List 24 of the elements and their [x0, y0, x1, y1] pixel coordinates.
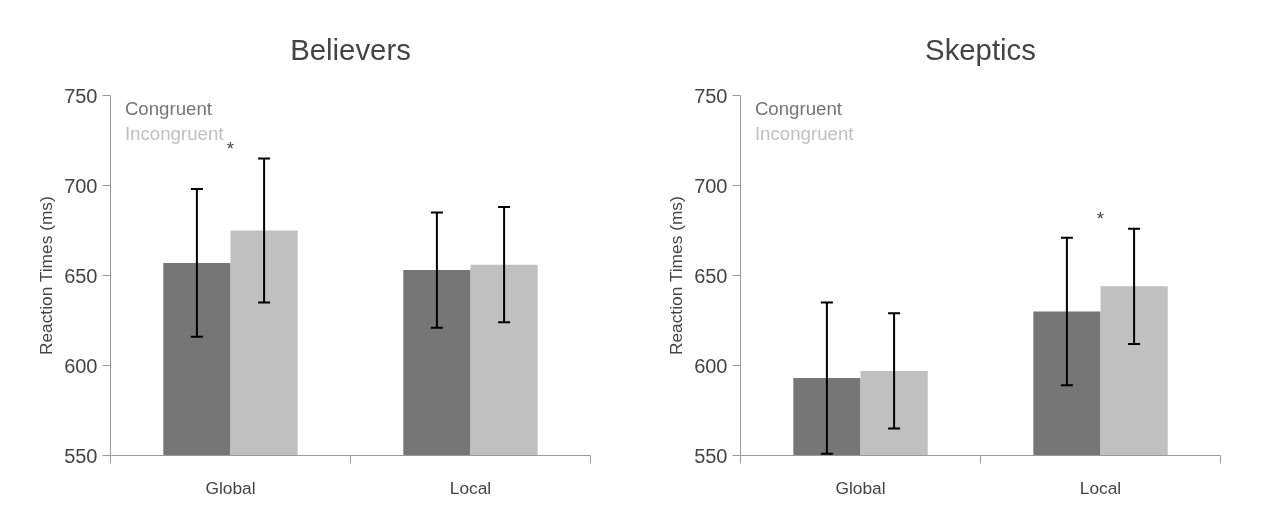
- y-tick-label: 700: [694, 174, 728, 197]
- y-tick-label: 550: [694, 444, 728, 467]
- x-tick-label: Global: [835, 477, 886, 498]
- text: Congruent: [124, 97, 213, 119]
- y-tick-label: 650: [694, 264, 728, 287]
- y-tick-label: 750: [64, 84, 98, 107]
- chart-title: Believers: [290, 32, 411, 66]
- annotation: *: [226, 137, 235, 159]
- y-tick-label: 650: [64, 264, 98, 287]
- x-tick-label: Global: [205, 477, 256, 498]
- y-tick-label: 600: [694, 354, 728, 377]
- y-tick-label: 600: [64, 354, 98, 377]
- x-tick-label: Local: [449, 477, 492, 498]
- y-tick-label: 550: [64, 444, 98, 467]
- y-tick-label: 750: [694, 84, 728, 107]
- text: Incongruent: [124, 122, 225, 144]
- annotation: *: [1096, 207, 1105, 229]
- text: Incongruent: [754, 122, 855, 144]
- y-tick-label: 700: [64, 174, 98, 197]
- y-axis-title: Reaction Times (ms): [666, 196, 687, 356]
- chart-title: Skeptics: [925, 32, 1036, 66]
- text: Congruent: [754, 97, 843, 119]
- x-tick-label: Local: [1079, 477, 1122, 498]
- y-axis-title: Reaction Times (ms): [36, 196, 57, 356]
